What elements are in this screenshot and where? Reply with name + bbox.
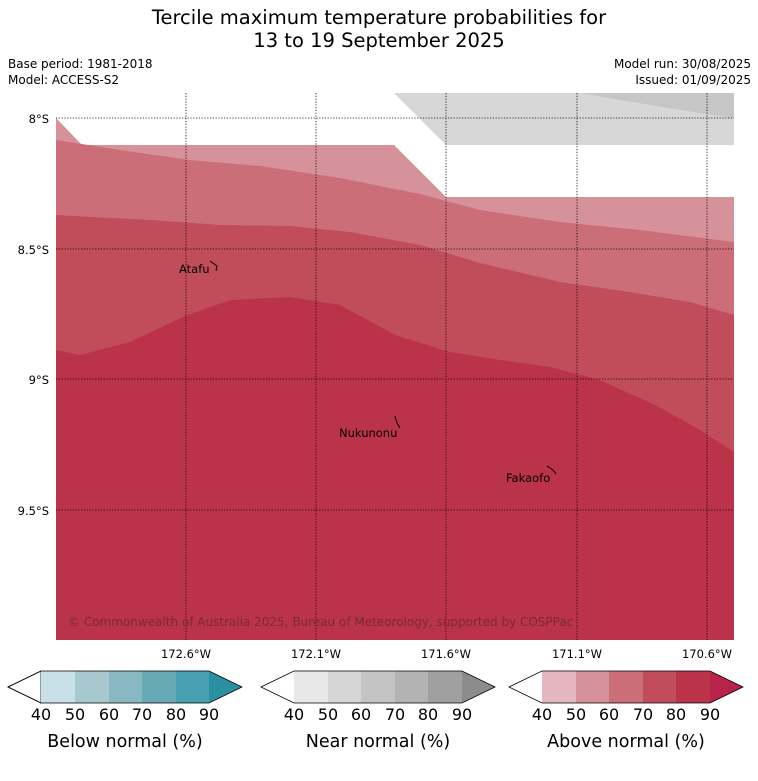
legend-tick: 50	[566, 705, 586, 724]
legend-tick: 80	[166, 705, 186, 724]
longitude-labels: 172.6°W 172.1°W 171.6°W 171.1°W 170.6°W	[161, 647, 732, 661]
meta-left: Base period: 1981-2018 Model: ACCESS-S2	[8, 56, 153, 88]
legend-near-normal: 40 50 60 70 80 90 Near normal (%)	[260, 670, 496, 752]
legend-swatch	[328, 671, 361, 703]
legend-outline	[260, 670, 496, 704]
near-normal-region-light	[394, 93, 734, 145]
lon-label: 171.1°W	[552, 647, 602, 661]
legend-swatch	[75, 671, 109, 703]
legend-swatch	[643, 671, 676, 703]
legend-swatch	[41, 671, 75, 703]
legend-swatch	[109, 671, 142, 703]
legend-tick: 80	[666, 705, 686, 724]
legend-swatch	[395, 671, 428, 703]
legend-tick: 90	[700, 705, 720, 724]
legend-swatch	[609, 671, 643, 703]
above-normal-80-90	[56, 297, 734, 640]
nukunonu-island-shape	[394, 415, 401, 429]
lat-label: 9°S	[29, 373, 49, 387]
legend-above-normal: 40 50 60 70 80 90 Above normal (%)	[508, 670, 744, 752]
legend-tick: 60	[99, 705, 119, 724]
legend-tick: 60	[351, 705, 371, 724]
lon-label: 170.6°W	[682, 647, 732, 661]
legend-swatch	[710, 671, 743, 703]
near-normal-region-dark	[580, 93, 734, 118]
lat-label: 9.5°S	[18, 504, 49, 518]
legend-title-above: Above normal (%)	[547, 732, 705, 752]
legend-title-below: Below normal (%)	[47, 732, 202, 752]
base-period: Base period: 1981-2018	[8, 57, 153, 71]
title-line-2: 13 to 19 September 2025	[253, 29, 505, 52]
legend-tick: 90	[199, 705, 219, 724]
legend-outline	[7, 670, 243, 704]
legend-swatch	[576, 671, 609, 703]
gridlines	[56, 93, 734, 640]
legend-swatch	[361, 671, 395, 703]
legend-swatch	[7, 670, 42, 704]
legend-tick: 40	[31, 705, 51, 724]
legend-swatch	[142, 671, 176, 703]
legend-tick: 40	[532, 705, 552, 724]
legend-swatch	[176, 671, 209, 703]
legend-swatch	[509, 671, 542, 703]
chart-title: Tercile maximum temperature probabilitie…	[0, 6, 758, 52]
legend-tick: 70	[132, 705, 152, 724]
fakaofo-island-shape	[546, 465, 557, 475]
legend-title-near: Near normal (%)	[306, 732, 451, 752]
latitude-labels: 8°S 8.5°S 9°S 9.5°S	[18, 112, 49, 518]
map-area: Atafu Nukunonu Fakaofo © Commonwealth of…	[56, 93, 734, 640]
legend-tick: 40	[284, 705, 304, 724]
issued-date: Issued: 01/09/2025	[635, 73, 751, 87]
title-line-1: Tercile maximum temperature probabilitie…	[151, 6, 607, 29]
legend-swatch	[261, 671, 294, 703]
legend-tick: 70	[633, 705, 653, 724]
lat-label: 8°S	[29, 112, 49, 126]
atafu-island-shape	[209, 260, 218, 272]
legend-tick: 50	[65, 705, 85, 724]
copyright-notice: © Commonwealth of Australia 2025, Bureau…	[68, 615, 573, 629]
legend-tick: 60	[599, 705, 619, 724]
legend-outline	[508, 670, 744, 704]
legend-swatch	[294, 671, 328, 703]
legend-below-normal: 40 50 60 70 80 90 Below normal (%)	[7, 670, 243, 752]
lon-label: 172.1°W	[291, 647, 341, 661]
legend-tick: 90	[452, 705, 472, 724]
legend-tick: 80	[418, 705, 438, 724]
legend-tick: 70	[385, 705, 405, 724]
legend-swatch	[676, 671, 710, 703]
place-label-atafu: Atafu	[179, 262, 210, 276]
lon-label: 172.6°W	[161, 647, 211, 661]
lon-label: 171.6°W	[421, 647, 471, 661]
meta-right: Model run: 30/08/2025 Issued: 01/09/2025	[614, 56, 751, 88]
legend-swatch	[209, 671, 242, 703]
model-run: Model run: 30/08/2025	[613, 57, 751, 71]
lat-label: 8.5°S	[18, 243, 49, 257]
model-name: Model: ACCESS-S2	[8, 73, 120, 87]
legend-swatch	[462, 671, 495, 703]
legend-swatch	[428, 671, 462, 703]
place-label-nukunonu: Nukunonu	[339, 426, 397, 440]
legend-swatch	[542, 671, 576, 703]
place-label-fakaofo: Fakaofo	[506, 471, 550, 485]
legend-tick: 50	[318, 705, 338, 724]
